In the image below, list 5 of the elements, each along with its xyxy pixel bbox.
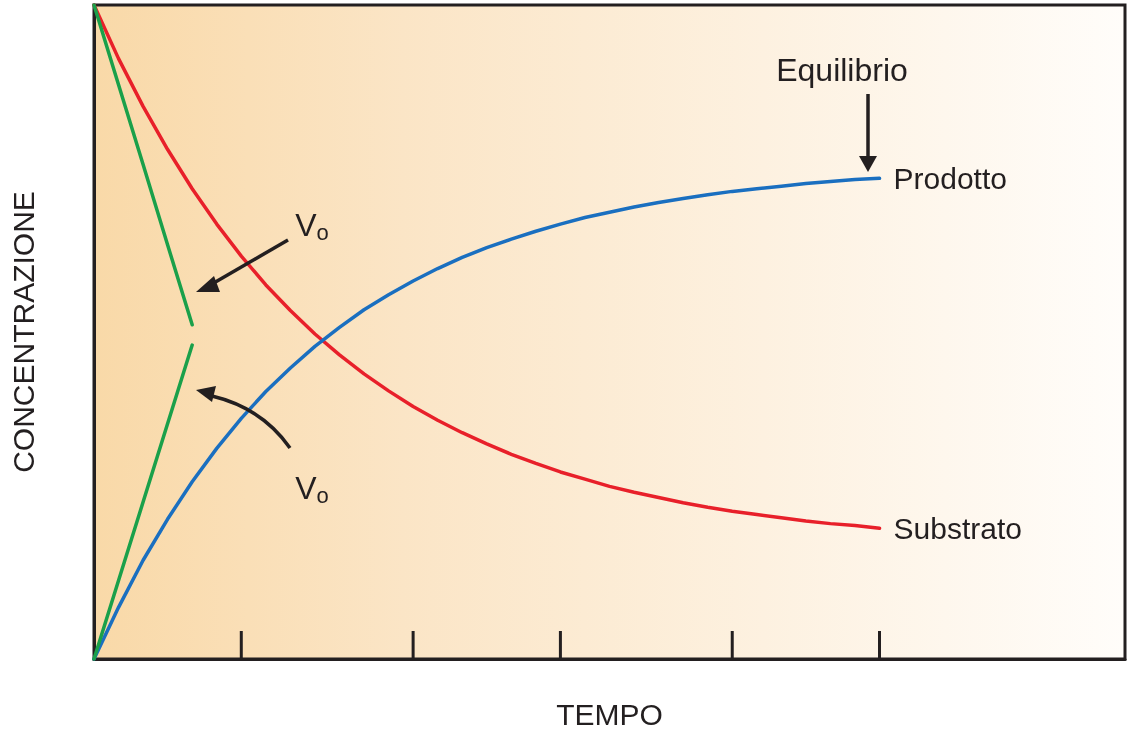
x-axis-title: TEMPO [556,697,663,731]
series-label: Substrato [893,511,1022,545]
series-label: Prodotto [893,161,1007,195]
y-axis-title: CONCENTRAZIONE [6,191,40,473]
annotation: Equilibrio [776,52,908,88]
